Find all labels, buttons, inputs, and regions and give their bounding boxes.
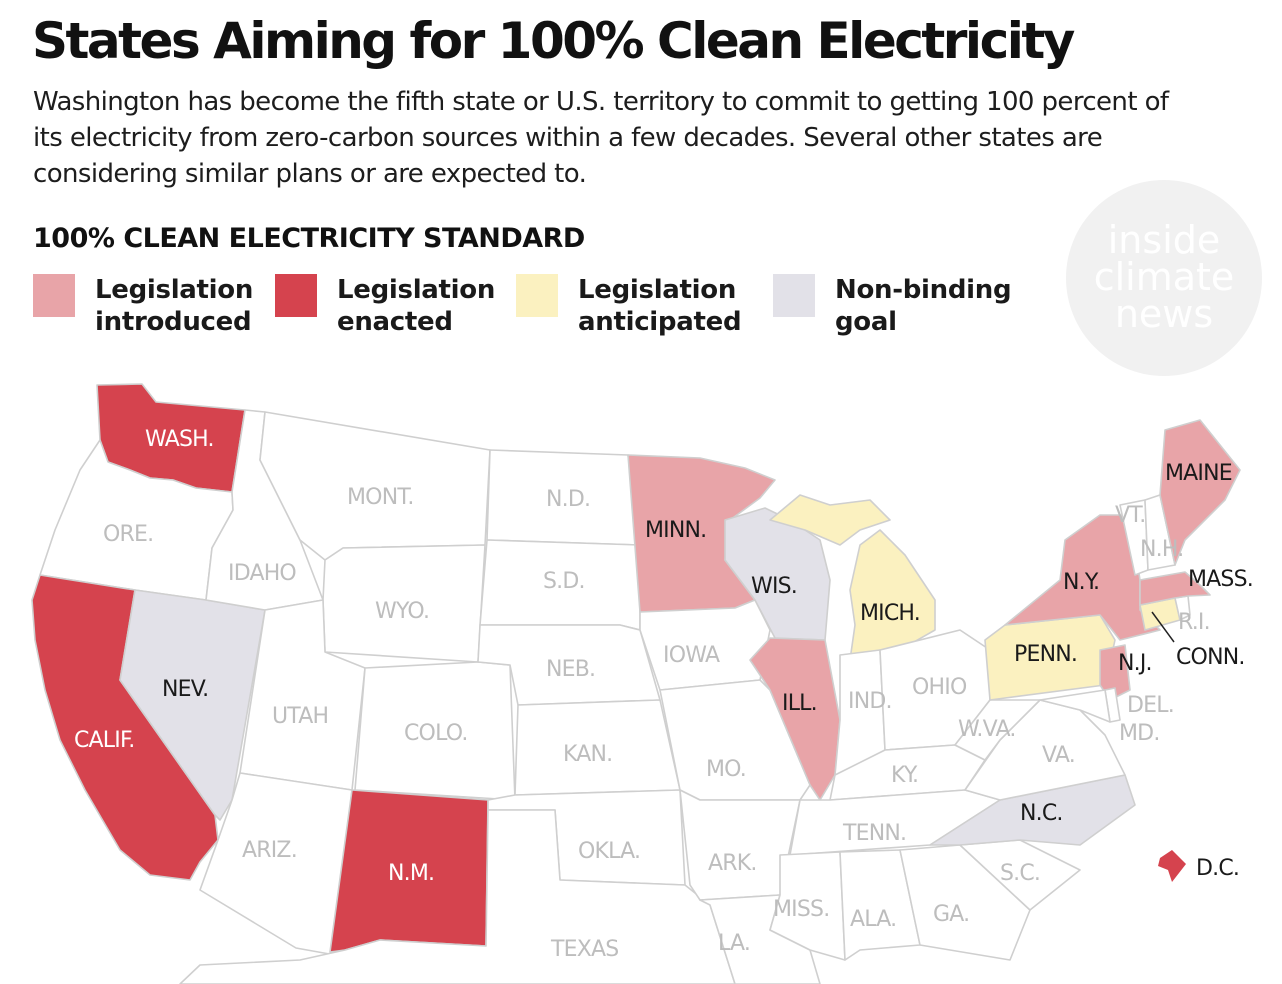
- state-label-vt: VT.: [1115, 503, 1145, 528]
- state-label-nj: N.J.: [1118, 651, 1152, 676]
- state-label-tn: TENN.: [842, 821, 906, 846]
- state-label-nv: NEV.: [162, 677, 208, 702]
- state-label-sd: S.D.: [543, 569, 585, 594]
- state-md: [1039, 689, 1111, 723]
- state-mi: [769, 494, 936, 661]
- state-label-ms: MISS.: [773, 897, 829, 922]
- state-label-la: LA.: [718, 931, 750, 956]
- state-label-pa: PENN.: [1014, 642, 1077, 667]
- chart-title: States Aiming for 100% Clean Electricity: [32, 12, 1075, 70]
- state-label-wi: WIS.: [751, 574, 797, 599]
- state-label-id: IDAHO: [228, 561, 296, 586]
- state-label-wy: WYO.: [375, 599, 429, 624]
- state-label-ga: GA.: [933, 902, 969, 927]
- legend-swatch-introduced: [33, 274, 75, 317]
- state-label-mt: MONT.: [347, 485, 414, 510]
- state-label-ar: ARK.: [708, 851, 757, 876]
- state-ma: [1139, 571, 1211, 606]
- legend-label-enacted: Legislation enacted: [337, 275, 496, 337]
- state-label-md: MD.: [1119, 721, 1160, 746]
- state-label-mo: MO.: [706, 757, 746, 782]
- state-label-ca: CALIF.: [74, 728, 134, 753]
- state-nc: [929, 774, 1136, 846]
- state-label-me: MAINE: [1165, 461, 1232, 486]
- state-label-oh: OHIO: [912, 675, 967, 700]
- state-label-de: DEL.: [1127, 693, 1174, 718]
- logo-text: inside climate news: [1093, 218, 1235, 336]
- state-label-il: ILL.: [782, 691, 817, 716]
- state-label-nc: N.C.: [1020, 801, 1063, 826]
- state-label-wv: W.VA.: [958, 717, 1016, 742]
- state-label-az: ARIZ.: [242, 838, 297, 863]
- state-label-nh: N.H.: [1140, 537, 1183, 562]
- state-nj: [1099, 644, 1131, 701]
- state-label-ia: IOWA: [663, 643, 720, 668]
- state-label-ks: KAN.: [563, 742, 612, 767]
- state-label-or: ORE.: [103, 522, 153, 547]
- state-label-ny: N.Y.: [1063, 570, 1099, 595]
- state-label-al: ALA.: [850, 907, 896, 932]
- legend-heading: 100% CLEAN ELECTRICITY STANDARD: [33, 223, 585, 254]
- state-label-ma: MASS.: [1188, 567, 1253, 592]
- conn-leader-line: [1151, 611, 1175, 643]
- legend-swatch-anticipated: [516, 274, 558, 317]
- legend-swatch-enacted: [275, 274, 317, 317]
- state-ga: [899, 844, 1031, 961]
- legend-label-introduced: Legislation introduced: [95, 275, 254, 337]
- legend-label-goal: Non-binding goal: [835, 275, 1012, 337]
- chart-subtitle: Washington has become the fifth state or…: [33, 87, 1169, 189]
- state-label-ut: UTAH: [272, 704, 328, 729]
- state-label-mi: MICH.: [860, 601, 920, 626]
- state-label-ne: NEB.: [546, 657, 595, 682]
- legend-label-anticipated: Legislation anticipated: [578, 275, 742, 337]
- state-co: [354, 661, 516, 801]
- dc-marker: [1158, 850, 1186, 882]
- state-label-va: VA.: [1042, 743, 1075, 768]
- inside-climate-news-logo: inside climate news: [1066, 180, 1262, 376]
- state-label-ky: KY.: [891, 763, 918, 788]
- state-label-tx: TEXAS: [550, 937, 618, 962]
- state-label-mn: MINN.: [645, 518, 706, 543]
- state-label-sc: S.C.: [1000, 861, 1040, 886]
- state-label-ri: R.I.: [1178, 610, 1210, 635]
- state-al: [839, 849, 921, 961]
- state-label-in: IND.: [848, 689, 892, 714]
- state-label-nd: N.D.: [546, 487, 590, 512]
- state-label-ct: CONN.: [1176, 645, 1245, 670]
- state-label-ok: OKLA.: [578, 839, 640, 864]
- state-label-co: COLO.: [404, 721, 468, 746]
- state-tx: [179, 809, 736, 984]
- legend-swatch-goal: [773, 274, 815, 317]
- state-label-nm: N.M.: [388, 861, 434, 886]
- state-me: [1159, 419, 1241, 566]
- state-label-wa: WASH.: [145, 427, 214, 452]
- state-label-dc: D.C.: [1196, 856, 1239, 881]
